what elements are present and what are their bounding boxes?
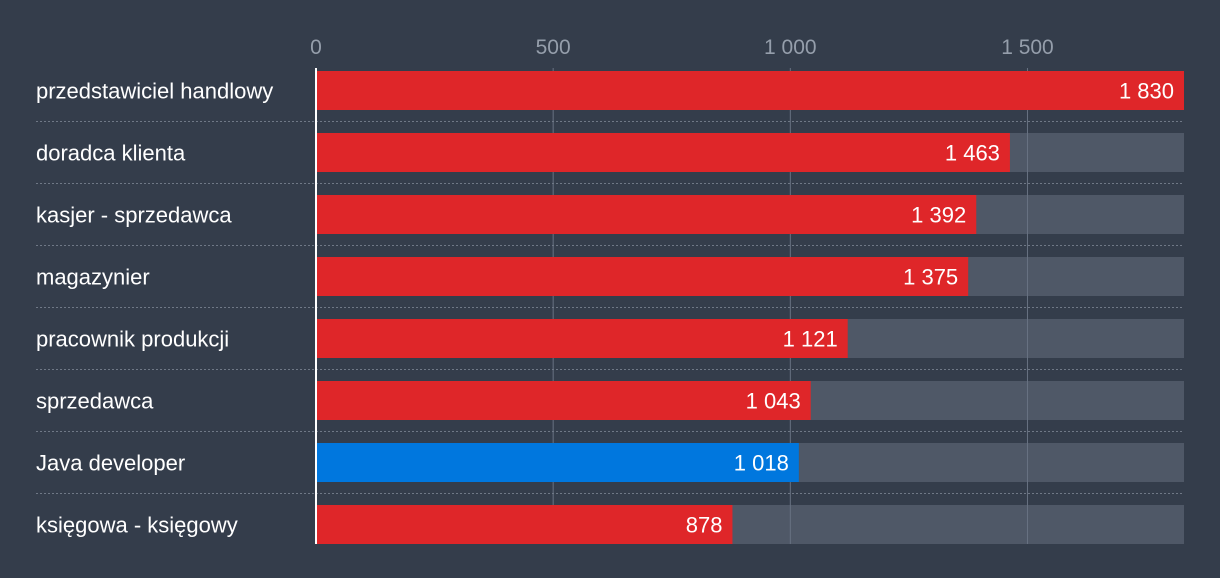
bar bbox=[316, 381, 811, 420]
category-label: magazynier bbox=[36, 265, 150, 290]
value-label: 1 392 bbox=[911, 203, 966, 228]
category-label: pracownik produkcji bbox=[36, 327, 229, 352]
category-label: kasjer - sprzedawca bbox=[36, 203, 232, 228]
category-label: przedstawiciel handlowy bbox=[36, 79, 273, 104]
row-separators bbox=[36, 121, 1184, 494]
value-label: 1 121 bbox=[783, 327, 838, 352]
bar bbox=[316, 195, 977, 234]
bar bbox=[316, 71, 1184, 110]
value-label: 1 018 bbox=[734, 451, 789, 476]
bar bbox=[316, 133, 1010, 172]
category-label: księgowa - księgowy bbox=[36, 513, 238, 538]
x-tick-label: 1 500 bbox=[1001, 36, 1054, 59]
value-label: 1 830 bbox=[1119, 79, 1174, 104]
bar bbox=[316, 257, 969, 296]
value-label: 1 375 bbox=[903, 265, 958, 290]
x-tick-label: 1 000 bbox=[764, 36, 817, 59]
bar bbox=[316, 505, 733, 544]
value-labels: 1 830 1 463 1 392 1 375 1 121 1 043 1 018 878 bbox=[686, 79, 1174, 538]
category-label: doradca klienta bbox=[36, 141, 186, 166]
x-tick-label: 0 bbox=[310, 36, 322, 59]
x-axis-ticks: 0 500 1 000 1 500 bbox=[310, 36, 1054, 59]
bar bbox=[316, 443, 799, 482]
value-label: 1 043 bbox=[746, 389, 801, 414]
bars bbox=[316, 71, 1184, 544]
category-labels: przedstawiciel handlowy doradca klienta ka… bbox=[36, 79, 273, 538]
category-label: sprzedawca bbox=[36, 389, 154, 414]
category-label: Java developer bbox=[36, 451, 185, 476]
value-label: 878 bbox=[686, 513, 723, 538]
value-label: 1 463 bbox=[945, 141, 1000, 166]
bar bbox=[316, 319, 848, 358]
x-tick-label: 500 bbox=[536, 36, 571, 59]
